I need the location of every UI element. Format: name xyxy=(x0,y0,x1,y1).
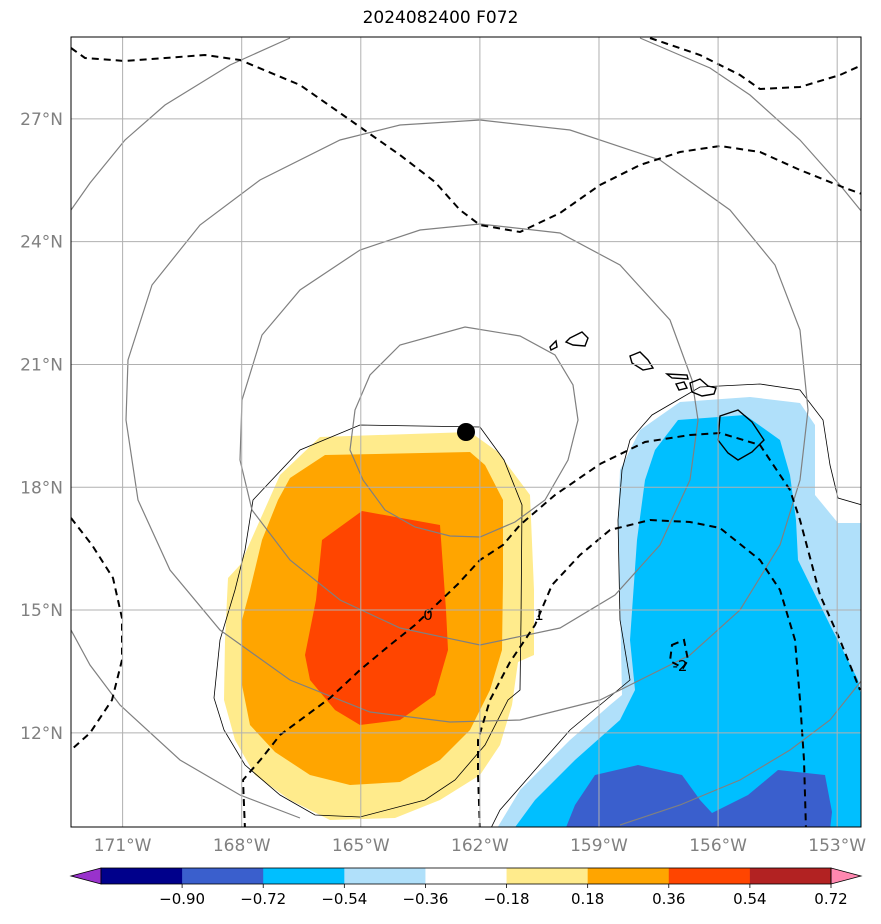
colorbar-tick-label: −0.90 xyxy=(159,890,205,908)
thin-contour-east xyxy=(491,383,861,827)
thin-contour-west xyxy=(213,424,523,818)
positive-anomaly-fill-dark xyxy=(305,511,448,725)
lat-tick-label: 18°N xyxy=(20,478,63,498)
colorbar-tick-label: 0.36 xyxy=(652,890,685,908)
lon-tick-label: 153°W xyxy=(808,836,866,856)
lat-tick-label: 12°N xyxy=(20,724,63,744)
hawaii-islands xyxy=(549,331,765,461)
colorbar-tick-label: −0.36 xyxy=(402,890,448,908)
colorbar-segment xyxy=(749,868,832,884)
colorbar-segment xyxy=(587,868,670,884)
colorbar-segment xyxy=(506,868,589,884)
colorbar-segment xyxy=(182,868,264,884)
dashed-contours xyxy=(71,37,861,827)
colorbar-tick-label: 0.72 xyxy=(814,890,847,908)
lon-tick-label: 156°W xyxy=(689,836,747,856)
contour-label: -2 xyxy=(673,657,688,675)
colorbar-segment xyxy=(425,868,508,884)
contour-label: 0 xyxy=(423,606,433,624)
colorbar-extend-low xyxy=(69,867,102,885)
colorbar-extend-high xyxy=(830,867,863,885)
colorbar-segment xyxy=(344,868,426,884)
colorbar-tick-label: 0.18 xyxy=(571,890,604,908)
lat-tick-label: 15°N xyxy=(20,601,63,621)
negative-anomaly-fill-medium xyxy=(515,415,861,827)
colorbar-tick-label: −0.18 xyxy=(484,890,530,908)
lon-tick-label: 162°W xyxy=(451,836,509,856)
lon-tick-label: 171°W xyxy=(94,836,152,856)
colorbar-segment xyxy=(101,868,183,884)
lon-tick-label: 165°W xyxy=(332,836,390,856)
lat-tick-label: 21°N xyxy=(20,355,63,375)
lon-tick-label: 159°W xyxy=(570,836,628,856)
contour-label: 1 xyxy=(534,606,544,624)
map-frame xyxy=(70,36,862,828)
lat-tick-label: 27°N xyxy=(20,110,63,130)
colorbar-tick-label: −0.72 xyxy=(240,890,286,908)
longitude-labels: 171°W 168°W 165°W 162°W 159°W 156°W 153°W xyxy=(94,836,867,856)
colorbar-outline xyxy=(100,867,832,885)
storm-center-marker xyxy=(457,423,475,441)
lon-tick-label: 168°W xyxy=(213,836,271,856)
colorbar-segment xyxy=(263,868,345,884)
lat-tick-label: 24°N xyxy=(20,233,63,253)
colorbar-tick-label: −0.54 xyxy=(321,890,367,908)
colorbar: −0.90 −0.72 −0.54 −0.36 −0.18 0.18 0.36 0.54 0.7… xyxy=(69,867,863,908)
colorbar-segment xyxy=(668,868,751,884)
negative-anomaly-fill-dark xyxy=(566,765,832,827)
latitude-labels: 27°N 24°N 21°N 18°N 15°N 12°N xyxy=(20,110,63,744)
colorbar-tick-label: 0.54 xyxy=(733,890,766,908)
map-title: 2024082400 F072 xyxy=(362,8,519,28)
map-gridlines xyxy=(71,37,861,827)
